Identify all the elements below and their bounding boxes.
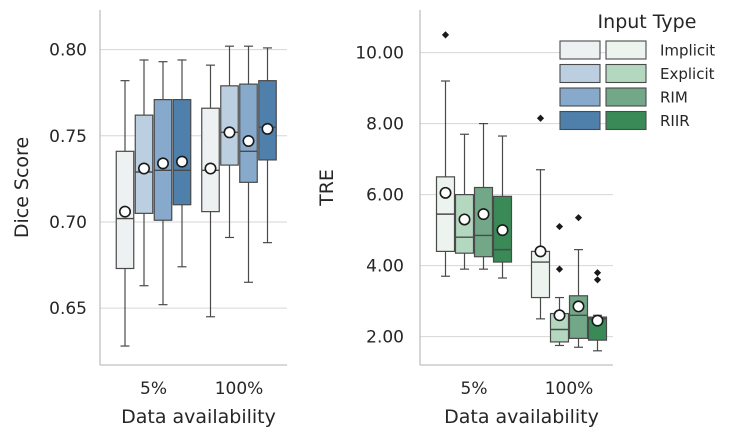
dice-score-panel: 0.65 0.70 0.75 0.80 5% 100% Data availability D… [11,10,287,428]
mean-marker [176,155,189,168]
legend-entry-explicit: Explicit [559,63,715,84]
box-rim-5pct [153,61,173,306]
iqr-box [220,85,239,166]
y-tick-label: 0.75 [49,127,87,147]
box-riir-5pct [492,135,513,279]
mean-marker [157,157,170,170]
legend-swatch-blue [559,63,601,84]
box-implicit-100pct [530,114,551,320]
y-tick-label: 2.00 [366,328,404,348]
x-axis-title: Data availability [444,406,599,428]
legend-swatch-green [605,40,647,60]
legend-swatch-green [605,87,647,107]
legend-swatch-blue [559,87,601,107]
legend-label: Explicit [660,65,715,83]
legend-swatch-blue [559,110,601,131]
legend-entry-riir: RIIR [559,110,690,131]
mean-marker [534,245,547,258]
x-axis-title: Data availability [121,406,276,428]
outlier-point [593,276,602,284]
box-rim-100pct [239,45,258,283]
y-axis-title: Dice Score [11,137,33,238]
legend-entry-rim: RIM [559,87,688,107]
legend-label: RIIR [660,112,690,130]
x-tick-label: 100% [545,379,594,399]
x-tick-label: 5% [461,379,488,399]
iqr-box [258,80,277,161]
y-tick-label: 4.00 [366,257,404,277]
box-riir-100pct [587,269,608,352]
mean-marker [496,224,509,237]
box-explicit-100pct [220,45,239,239]
tre-panel: 2.00 4.00 6.00 8.00 10.00 5% 100% Data availabi… [316,10,613,428]
mean-marker [439,186,452,199]
outlier-point [555,265,564,273]
outlier-point [441,31,450,39]
box-explicit-5pct [134,59,154,287]
legend-label: Implicit [660,42,715,60]
box-rim-100pct [568,214,589,348]
mean-marker [204,162,217,175]
mean-marker [138,162,151,175]
iqr-box [201,107,220,213]
box-explicit-100pct [549,222,570,347]
outlier-point [593,269,602,277]
y-tick-label: 0.80 [49,41,87,61]
legend-entry-implicit: Implicit [559,40,715,60]
y-axis-title: TRE [316,169,338,207]
mean-marker [261,122,274,135]
outlier-point [574,214,583,222]
mean-marker [591,314,604,327]
legend-title: Input Type [598,11,697,33]
mean-marker [477,208,490,221]
iqr-box [473,186,494,258]
box-implicit-5pct [115,80,135,347]
mean-marker [119,205,132,218]
y-tick-label: 0.70 [49,213,87,233]
mean-marker [458,213,471,226]
box-rim-5pct [473,122,494,270]
mean-marker [242,134,255,147]
iqr-box [530,250,551,299]
y-tick-label: 10.00 [355,44,404,64]
mean-marker [553,309,566,322]
mean-marker [223,126,236,139]
box-riir-5pct [172,59,192,268]
iqr-box [172,99,192,206]
box-explicit-5pct [454,133,475,270]
legend-label: RIM [660,89,688,107]
box-riir-100pct [258,47,277,244]
legend-swatch-green [605,63,647,84]
box-implicit-100pct [201,64,220,318]
outlier-point [536,114,545,122]
y-tick-label: 6.00 [366,186,404,206]
legend-swatch-green [605,110,647,131]
legend-swatch-blue [559,40,601,60]
box-implicit-5pct [435,31,456,277]
y-tick-label: 8.00 [366,115,404,135]
y-tick-label: 0.65 [49,299,87,319]
mean-marker [572,300,585,313]
x-tick-label: 5% [140,379,167,399]
outlier-point [555,222,564,231]
iqr-box [239,83,258,183]
x-tick-label: 100% [215,379,264,399]
legend: Input Type Implicit Explicit RIM RIIR [559,11,715,131]
